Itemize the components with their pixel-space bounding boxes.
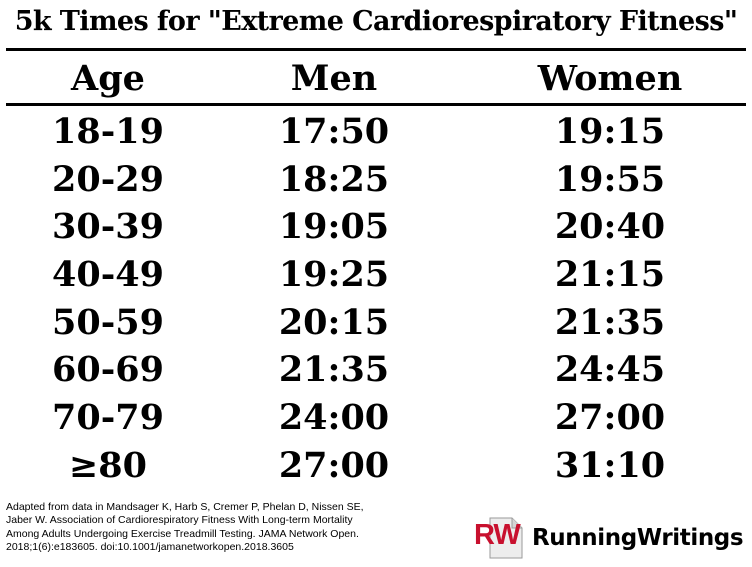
table-row: 30-39 19:05 20:40 <box>0 205 752 253</box>
men-time-cell: 24:00 <box>278 397 390 439</box>
logo-letters: RW <box>474 519 521 551</box>
table-body: 18-19 17:50 19:15 20-29 18:25 19:55 30-3… <box>0 110 752 492</box>
age-cell: 60-69 <box>52 349 164 391</box>
citation-line: 2018;1(6):e183605. doi:10.1001/jamanetwo… <box>6 541 294 554</box>
men-time-cell: 19:25 <box>278 254 390 296</box>
brand-name: RunningWritings <box>532 525 744 551</box>
women-time-cell: 21:15 <box>554 254 666 296</box>
rw-logo-icon: RW <box>472 516 528 560</box>
table-row: 50-59 20:15 21:35 <box>0 301 752 349</box>
men-time-cell: 19:05 <box>278 206 390 248</box>
header-divider <box>6 103 746 106</box>
table-header: Age Men Women <box>0 56 752 102</box>
table-row: 40-49 19:25 21:15 <box>0 253 752 301</box>
women-time-cell: 24:45 <box>554 349 666 391</box>
table-row: 70-79 24:00 27:00 <box>0 396 752 444</box>
men-time-cell: 17:50 <box>278 111 390 152</box>
header-age: Age <box>71 58 145 99</box>
age-cell: 18-19 <box>52 111 164 152</box>
page-title: 5k Times for "Extreme Cardiorespiratory … <box>14 6 738 37</box>
women-time-cell: 20:40 <box>554 206 666 248</box>
women-time-cell: 19:15 <box>554 111 666 152</box>
men-time-cell: 21:35 <box>278 349 390 391</box>
age-cell: 70-79 <box>52 397 164 439</box>
women-time-cell: 31:10 <box>554 444 666 486</box>
men-time-cell: 20:15 <box>278 301 390 343</box>
age-cell: 20-29 <box>52 158 164 200</box>
age-cell: 30-39 <box>52 206 164 248</box>
table-row: 60-69 21:35 24:45 <box>0 348 752 396</box>
table-row: ≥80 27:00 31:10 <box>0 444 752 492</box>
page-fold-icon <box>489 517 523 559</box>
header-women: Women <box>537 58 683 99</box>
age-cell: 50-59 <box>52 301 164 343</box>
age-cell: 40-49 <box>52 254 164 296</box>
brand-logo: RW RunningWritings <box>472 516 748 560</box>
women-time-cell: 21:35 <box>554 301 666 343</box>
men-time-cell: 18:25 <box>278 158 390 200</box>
table-row: 18-19 17:50 19:15 <box>0 110 752 158</box>
source-citation: Adapted from data in Mandsager K, Harb S… <box>6 501 446 555</box>
women-time-cell: 27:00 <box>554 397 666 439</box>
women-time-cell: 19:55 <box>554 158 666 200</box>
title-divider <box>6 48 746 51</box>
table-row: 20-29 18:25 19:55 <box>0 158 752 206</box>
citation-line: Jaber W. Association of Cardiorespirator… <box>6 514 353 527</box>
age-cell: ≥80 <box>68 444 148 486</box>
citation-line: Among Adults Undergoing Exercise Treadmi… <box>6 527 359 540</box>
men-time-cell: 27:00 <box>278 444 390 486</box>
header-men: Men <box>290 58 378 99</box>
citation-line: Adapted from data in Mandsager K, Harb S… <box>6 501 364 513</box>
